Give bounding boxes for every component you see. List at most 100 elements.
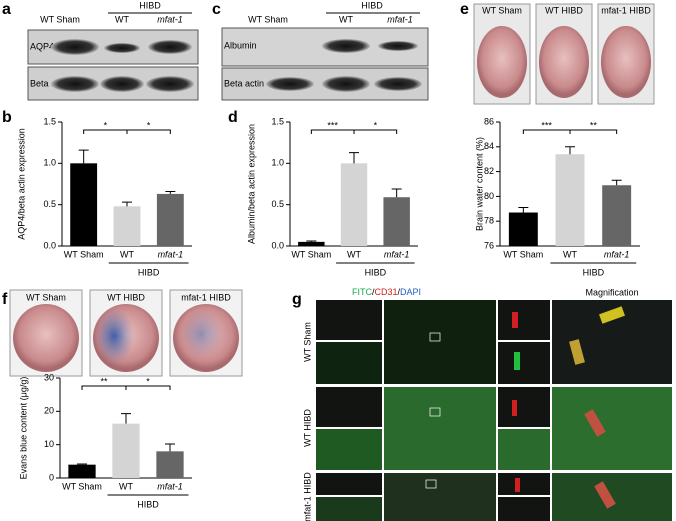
- image: [498, 473, 550, 495]
- blot-c: WT Sham HIBD WT mfat-1 Albumin Beta acti…: [221, 0, 429, 101]
- panel-letter: a: [2, 1, 11, 18]
- panel-letter: d: [228, 109, 238, 126]
- band: [322, 39, 370, 53]
- y-tick-label: 82: [484, 166, 494, 176]
- group-label: WT Sham: [248, 14, 288, 24]
- significance-label: ***: [327, 120, 338, 130]
- y-tick-label: 10: [44, 439, 54, 449]
- band: [374, 77, 422, 91]
- error-bar: [78, 149, 89, 164]
- x-tick-label: WT: [347, 249, 361, 259]
- vessel: [569, 339, 585, 365]
- bar: [298, 241, 325, 246]
- y-axis-label: Albumin/beta actin expression: [246, 124, 256, 244]
- significance-label: *: [374, 120, 378, 130]
- stain: DAPI: [400, 287, 421, 297]
- stain-sep: /: [398, 287, 401, 297]
- image: [384, 473, 496, 521]
- y-tick-label: 80: [484, 191, 494, 201]
- error-bar: [611, 179, 622, 186]
- y-tick-label: 0.0: [271, 240, 284, 250]
- y-tick-label: 1.5: [43, 116, 56, 126]
- x-tick-label: mfat-1: [384, 249, 410, 259]
- brain: [477, 26, 527, 98]
- panel-letter: f: [2, 291, 8, 308]
- image: [498, 342, 550, 384]
- significance-label: **: [590, 120, 598, 130]
- image: [316, 387, 382, 427]
- stain: FITC: [352, 287, 372, 297]
- image: [384, 387, 496, 470]
- significance-bracket: [353, 129, 398, 134]
- significance-bracket: [125, 385, 171, 390]
- brain-photos-e: WT Sham WT HIBD mfat-1 HIBD: [473, 3, 655, 105]
- group-label: HIBD: [139, 0, 161, 10]
- photo-label: mfat-1 HIBD: [601, 5, 651, 15]
- bar: [156, 193, 184, 246]
- x-tick-label: WT: [120, 249, 134, 259]
- band: [378, 41, 418, 51]
- row-label: AQP4: [30, 41, 54, 51]
- x-tick-label: WT Sham: [64, 249, 104, 259]
- group-label: mfat-1: [157, 14, 183, 24]
- group-label: WT Sham: [40, 14, 80, 24]
- blot-a: WT Sham HIBD WT mfat-1 AQP4 Beta actin: [27, 0, 199, 101]
- y-tick-label: 30: [44, 372, 54, 382]
- zoom-box: [425, 479, 437, 489]
- x-tick-label: WT Sham: [503, 249, 543, 259]
- panel-letter: g: [292, 291, 302, 308]
- significance-label: *: [146, 376, 150, 386]
- vessel: [584, 409, 606, 437]
- band: [266, 77, 314, 91]
- panel-letter: c: [212, 1, 221, 18]
- x-tick-label: mfat-1: [604, 249, 630, 259]
- brain: [539, 26, 589, 98]
- image: [316, 473, 382, 495]
- group-label: WT: [339, 14, 353, 24]
- row-label: WT Sham: [302, 322, 312, 362]
- significance-bracket: [83, 129, 128, 134]
- dye-stain: [98, 308, 138, 364]
- image: [316, 497, 382, 521]
- significance-bracket: [569, 129, 618, 134]
- band: [146, 76, 194, 92]
- band: [148, 40, 192, 54]
- bar: [112, 423, 140, 478]
- row-label: Beta actin: [30, 78, 70, 88]
- stain-sep: /: [372, 287, 375, 297]
- group-label: HIBD: [583, 267, 605, 277]
- y-tick-label: 0.0: [43, 240, 56, 250]
- y-tick-label: 20: [44, 406, 54, 416]
- image: [316, 300, 382, 340]
- error-bar: [565, 146, 575, 155]
- significance-label: **: [100, 376, 108, 386]
- y-axis-label: Evans blue content (μg/g): [18, 377, 28, 480]
- row-label: WT HIBD: [302, 409, 312, 447]
- y-axis-label: AQP4/beta actin expression: [16, 128, 26, 240]
- group-label: HIBD: [361, 0, 383, 10]
- group-label: HIBD: [138, 267, 160, 277]
- error-bar: [165, 443, 175, 452]
- photo-label: WT Sham: [26, 292, 66, 302]
- group-label: mfat-1: [387, 14, 413, 24]
- image: [384, 300, 496, 384]
- panel-letter: e: [460, 1, 469, 18]
- y-tick-label: 78: [484, 216, 494, 226]
- image: [498, 387, 550, 427]
- image: [316, 342, 382, 384]
- significance-label: *: [104, 120, 108, 130]
- photo-label: WT HIBD: [107, 292, 145, 302]
- significance-label: *: [147, 120, 151, 130]
- vessel: [594, 481, 616, 509]
- vessel: [515, 478, 520, 492]
- brain-photos-f: WT Sham WT HIBD mfat-1 HIBD: [9, 289, 243, 377]
- y-tick-label: 86: [484, 116, 494, 126]
- bar: [383, 197, 410, 246]
- bar: [555, 154, 585, 246]
- magnification-title: Magnification: [585, 287, 638, 297]
- error-bar: [165, 190, 176, 194]
- x-tick-label: WT Sham: [291, 249, 331, 259]
- error-bar: [518, 207, 529, 213]
- stain: CD31: [375, 287, 398, 297]
- image: [316, 429, 382, 470]
